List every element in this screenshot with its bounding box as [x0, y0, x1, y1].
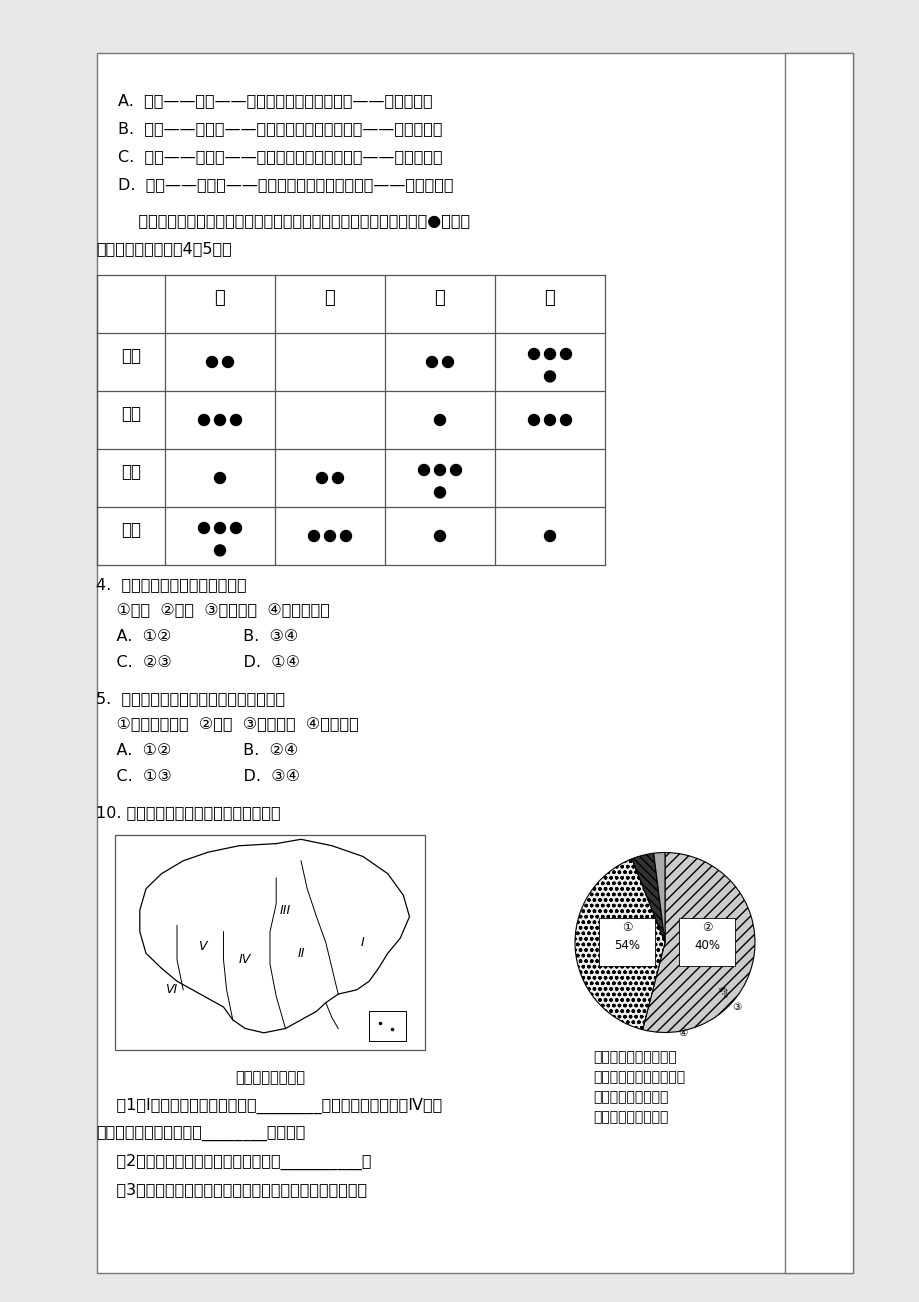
Circle shape [560, 414, 571, 426]
Text: 山西: 山西 [121, 521, 141, 539]
Circle shape [199, 414, 210, 426]
Text: ①寒潮  ②酸雨  ③水土流失  ④土地荒漠化: ①寒潮 ②酸雨 ③水土流失 ④土地荒漠化 [96, 603, 330, 618]
Text: （3）综合所学知识，简要分析我国自然灾害多发的原因。: （3）综合所学知识，简要分析我国自然灾害多发的原因。 [96, 1182, 367, 1197]
Circle shape [450, 465, 461, 475]
Text: 丙: 丙 [434, 289, 445, 307]
Text: II: II [297, 947, 304, 960]
Text: ①: ① [621, 921, 631, 934]
Circle shape [214, 522, 225, 534]
Circle shape [206, 357, 217, 367]
Circle shape [528, 349, 539, 359]
Text: III: III [279, 904, 290, 917]
Text: 表程度越高），回答4＇5题。: 表程度越高），回答4＇5题。 [96, 241, 232, 256]
Text: 4%: 4% [714, 984, 730, 1000]
Circle shape [434, 530, 445, 542]
Text: ②: ② [701, 921, 711, 934]
Circle shape [199, 522, 210, 534]
Text: 甲: 甲 [214, 289, 225, 307]
Circle shape [442, 357, 453, 367]
Circle shape [418, 465, 429, 475]
Text: （2）图中死亡人数最多的自然灾害是__________。: （2）图中死亡人数最多的自然灾害是__________。 [96, 1154, 371, 1170]
Wedge shape [631, 853, 664, 943]
Text: ④: ④ [677, 1027, 686, 1038]
Bar [678, 918, 734, 966]
Bar [598, 918, 654, 966]
Text: 我国建国以来气象、地: 我国建国以来气象、地 [593, 1051, 676, 1065]
Circle shape [434, 414, 445, 426]
Text: 各种自然灾害的发生具有________的特点。: 各种自然灾害的发生具有________的特点。 [96, 1126, 305, 1142]
Circle shape [214, 546, 225, 556]
Text: V: V [198, 940, 206, 953]
Text: C.  东部——农作物——洪涝、干旱、冷冻、风雹——减产、绝收: C. 东部——农作物——洪涝、干旱、冷冻、风雹——减产、绝收 [118, 148, 442, 164]
Text: 广东: 广东 [121, 348, 141, 365]
Text: ③: ③ [732, 1003, 741, 1013]
Text: IV: IV [239, 953, 251, 966]
Text: ①森林覆盖率高  ②地形  ③降水充沛  ④纬度位置: ①森林覆盖率高 ②地形 ③降水充沛 ④纬度位置 [96, 717, 358, 732]
Text: 下表代表寒潮、酸雨、水土流失、土地荒漠化对四省区的危害程度（●越多代: 下表代表寒潮、酸雨、水土流失、土地荒漠化对四省区的危害程度（●越多代 [118, 214, 470, 228]
Text: 10. 读下面两幅图，分析回答下列问题。: 10. 读下面两幅图，分析回答下列问题。 [96, 805, 280, 820]
Text: 质（滑坡、泥石流）、地: 质（滑坡、泥石流）、地 [593, 1070, 685, 1085]
Circle shape [544, 371, 555, 381]
Circle shape [214, 473, 225, 483]
Circle shape [332, 473, 343, 483]
Text: 5.  乙类环境问题在广东省不严重的原因是: 5. 乙类环境问题在广东省不严重的原因是 [96, 691, 285, 706]
Text: 中国自然灾害区划: 中国自然灾害区划 [234, 1070, 305, 1085]
Wedge shape [653, 853, 664, 943]
Text: 丁: 丁 [544, 289, 555, 307]
Circle shape [324, 530, 335, 542]
Text: 4.  甲和丙代表的环境问题分别是: 4. 甲和丙代表的环境问题分别是 [96, 577, 246, 592]
Text: 四川: 四川 [121, 405, 141, 423]
Text: A.  ①②              B.  ③④: A. ①② B. ③④ [96, 629, 298, 644]
Text: 灾害人口死亡的比例: 灾害人口死亡的比例 [593, 1111, 667, 1125]
Circle shape [434, 465, 445, 475]
Bar [369, 1012, 406, 1042]
Text: I: I [361, 936, 365, 949]
Text: C.  ②③              D.  ①④: C. ②③ D. ①④ [96, 655, 300, 671]
Wedge shape [574, 859, 664, 1030]
Circle shape [544, 349, 555, 359]
Circle shape [544, 530, 555, 542]
Text: B.  东部——种植业——雪灾、旱灾、虫灾、鼠灾——减产、绝收: B. 东部——种植业——雪灾、旱灾、虫灾、鼠灾——减产、绝收 [118, 121, 442, 135]
Circle shape [434, 487, 445, 497]
Circle shape [316, 473, 327, 483]
Circle shape [231, 522, 241, 534]
Circle shape [560, 349, 571, 359]
Circle shape [231, 414, 241, 426]
Circle shape [426, 357, 437, 367]
Circle shape [214, 414, 225, 426]
Text: （1）Ⅰ地区最严重的自然灾害是________；与其他地区相比，Ⅳ地区: （1）Ⅰ地区最严重的自然灾害是________；与其他地区相比，Ⅳ地区 [96, 1098, 442, 1115]
Text: C.  ①③              D.  ③④: C. ①③ D. ③④ [96, 769, 300, 784]
Text: A.  西部——牲畜——洪涝、干旱、冷冻、风雹——掉膘、死亡: A. 西部——牲畜——洪涝、干旱、冷冻、风雹——掉膘、死亡 [118, 92, 432, 108]
Text: A.  ①②              B.  ②④: A. ①② B. ②④ [96, 743, 298, 758]
Bar [784, 53, 852, 1273]
Bar [115, 835, 425, 1049]
Circle shape [528, 414, 539, 426]
Text: 乙: 乙 [324, 289, 335, 307]
Text: D.  西部——畜牧业——雪灾、旱灾、地震、泥石流——掉膘、死亡: D. 西部——畜牧业——雪灾、旱灾、地震、泥石流——掉膘、死亡 [118, 177, 453, 191]
Text: 40%: 40% [693, 939, 720, 952]
Text: VI: VI [165, 983, 176, 996]
Circle shape [308, 530, 319, 542]
Circle shape [340, 530, 351, 542]
Text: 新疆: 新疆 [121, 464, 141, 480]
Circle shape [222, 357, 233, 367]
Circle shape [544, 414, 555, 426]
Bar [96, 53, 852, 1273]
Wedge shape [641, 853, 754, 1032]
Text: 震和海洋等各种自然: 震和海洋等各种自然 [593, 1091, 667, 1104]
Text: 54%: 54% [613, 939, 640, 952]
